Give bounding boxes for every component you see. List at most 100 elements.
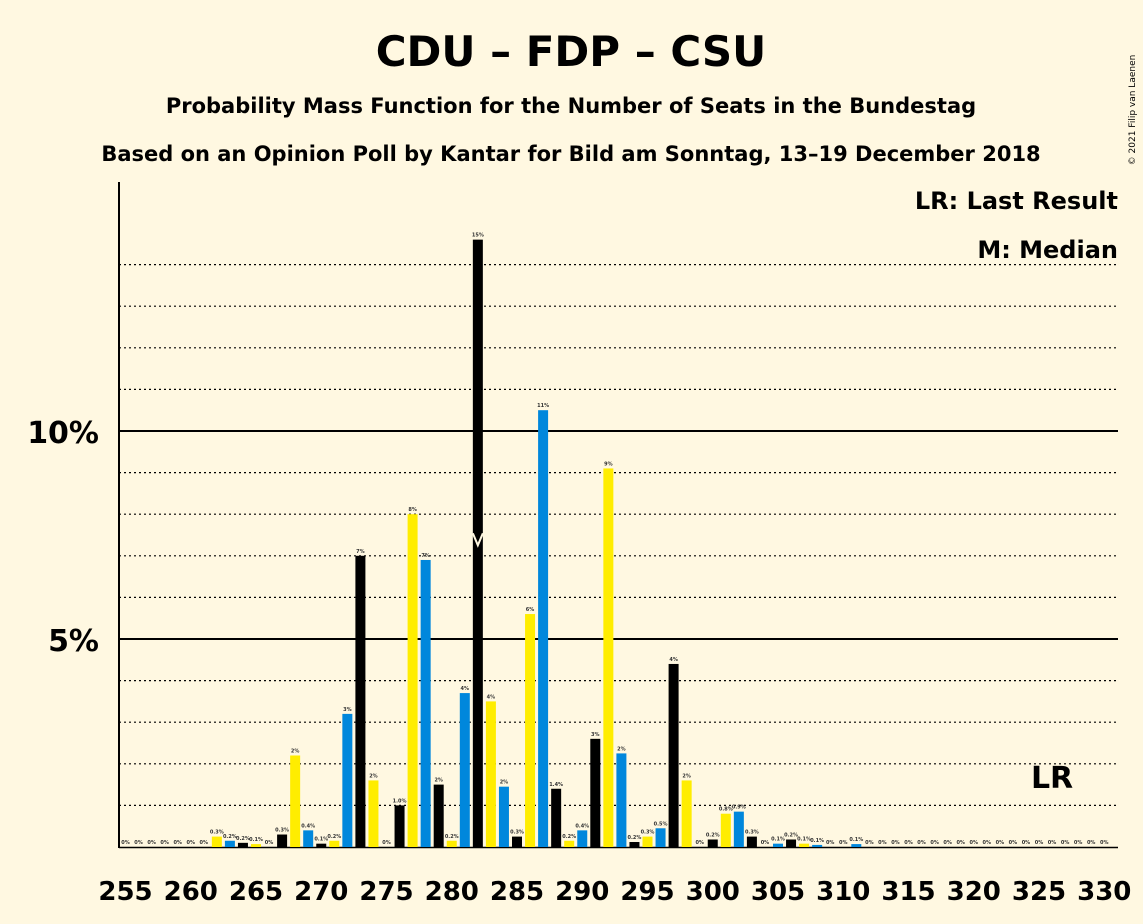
y-tick-label: 10% — [27, 416, 99, 451]
copyright-text: © 2021 Filip van Laenen — [1128, 55, 1138, 166]
data-label-301: 0.8% — [719, 807, 733, 813]
data-label-322: 0% — [996, 840, 1005, 846]
data-label-292: 9% — [604, 461, 613, 467]
data-label-325: 0% — [1035, 840, 1044, 846]
data-label-313: 0% — [878, 840, 887, 846]
x-tick-label: 290 — [555, 877, 609, 907]
data-label-273: 7% — [356, 549, 365, 555]
x-tick-label: 270 — [294, 877, 348, 907]
data-label-272: 3% — [343, 707, 352, 713]
data-label-299: 0% — [695, 840, 704, 846]
data-label-269: 0.4% — [301, 823, 315, 829]
bar-301 — [720, 813, 731, 847]
data-label-303: 0.3% — [745, 830, 759, 836]
data-label-320: 0% — [970, 840, 979, 846]
x-tick-label: 260 — [164, 877, 218, 907]
data-label-279: 2% — [434, 778, 443, 784]
data-label-284: 2% — [500, 780, 509, 786]
data-label-275: 0% — [382, 840, 391, 846]
bar-264 — [237, 842, 248, 847]
x-tick-label: 280 — [425, 877, 479, 907]
bar-286 — [525, 614, 536, 847]
x-tick-label: 330 — [1077, 877, 1131, 907]
data-label-308: 0.1% — [810, 838, 824, 844]
bar-265 — [251, 844, 261, 847]
data-label-297: 4% — [669, 657, 678, 663]
data-label-258: 0% — [160, 840, 169, 846]
median-marker — [471, 532, 484, 548]
data-label-302: 0.9% — [732, 805, 746, 811]
data-label-278: 7% — [421, 553, 430, 559]
bar-303 — [746, 836, 757, 847]
y-tick-label: 5% — [48, 624, 99, 659]
bar-269 — [303, 830, 314, 847]
gridlines — [119, 264, 1118, 849]
data-label-280: 0.2% — [445, 834, 459, 840]
data-label-307: 0.1% — [797, 837, 811, 843]
bar-277 — [407, 514, 418, 847]
data-label-294: 0.2% — [628, 835, 642, 841]
x-tick-label: 265 — [229, 877, 283, 907]
data-labels-group: 0% 0% 0% 0% 0% 0% 0%0.3%0.2% 0.2% 0.1% 0%0.3%2%0.… — [121, 233, 1108, 846]
bar-274 — [368, 780, 379, 847]
bar-302 — [733, 811, 744, 847]
bar-297 — [668, 663, 679, 847]
data-label-268: 2% — [291, 748, 300, 754]
data-label-295: 0.3% — [641, 830, 655, 836]
data-label-277: 8% — [408, 507, 417, 513]
data-label-324: 0% — [1022, 840, 1031, 846]
data-label-304: 0% — [761, 840, 770, 846]
data-label-286: 6% — [526, 607, 535, 613]
bar-292 — [603, 468, 614, 847]
data-label-257: 0% — [147, 840, 156, 846]
data-label-330: 0% — [1100, 840, 1109, 846]
data-label-262: 0.3% — [210, 830, 224, 836]
bar-284 — [498, 786, 509, 847]
bar-294 — [629, 842, 640, 847]
data-label-267: 0.3% — [275, 828, 289, 834]
data-label-300: 0.2% — [706, 833, 720, 839]
x-tick-label: 320 — [947, 877, 1001, 907]
data-label-318: 0% — [943, 840, 952, 846]
bar-311 — [851, 844, 862, 847]
bar-280 — [446, 840, 457, 847]
data-label-283: 4% — [487, 694, 496, 700]
data-label-282: 15% — [472, 233, 484, 239]
data-label-274: 2% — [369, 773, 378, 779]
data-label-296: 0.5% — [654, 821, 668, 827]
bar-271 — [329, 840, 340, 847]
data-label-305: 0.1% — [771, 837, 785, 843]
data-label-329: 0% — [1087, 840, 1096, 846]
bar-305 — [773, 843, 783, 847]
x-tick-label: 255 — [98, 877, 152, 907]
x-tick-label: 285 — [490, 877, 544, 907]
bar-287 — [538, 410, 549, 847]
data-label-323: 0% — [1009, 840, 1018, 846]
bar-290 — [577, 830, 588, 847]
data-label-266: 0% — [265, 840, 274, 846]
data-label-270: 0.1% — [314, 837, 328, 843]
x-tick-label: 300 — [686, 877, 740, 907]
bar-272 — [342, 713, 353, 847]
data-label-287: 11% — [537, 403, 549, 409]
bar-288 — [551, 788, 562, 847]
data-label-312: 0% — [865, 840, 874, 846]
data-label-256: 0% — [134, 840, 143, 846]
data-label-309: 0% — [826, 840, 835, 846]
data-label-291: 3% — [591, 732, 600, 738]
data-label-285: 0.3% — [510, 830, 524, 836]
data-label-319: 0% — [956, 840, 965, 846]
data-label-311: 0.1% — [849, 837, 863, 843]
x-tick-label: 325 — [1012, 877, 1066, 907]
data-label-326: 0% — [1048, 840, 1057, 846]
x-tick-label: 315 — [881, 877, 935, 907]
data-label-289: 0.2% — [562, 834, 576, 840]
bars-group — [211, 239, 862, 847]
bar-300 — [707, 839, 718, 847]
legend-last-result: LR: Last Result — [915, 187, 1118, 215]
bar-285 — [512, 836, 522, 847]
data-label-260: 0% — [187, 840, 196, 846]
data-label-316: 0% — [917, 840, 926, 846]
data-label-298: 2% — [682, 773, 691, 779]
